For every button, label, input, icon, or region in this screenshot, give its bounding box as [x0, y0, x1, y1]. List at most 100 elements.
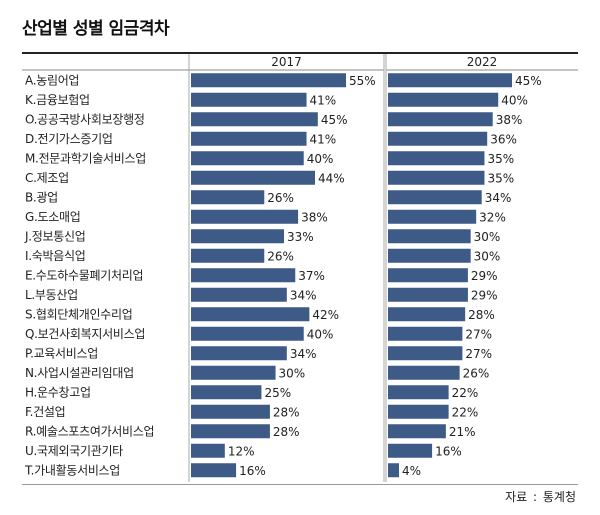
chart-title: 산업별 성별 임금격차	[22, 19, 170, 39]
bar-2022	[388, 190, 482, 205]
bar-2017	[191, 229, 284, 244]
bar-2017	[191, 404, 270, 419]
bar-2022	[388, 404, 449, 419]
source-note: 자료 : 통계청	[505, 490, 576, 504]
bar-2017	[191, 463, 237, 478]
value-label-2017: 41%	[310, 132, 337, 146]
bar-2022	[388, 170, 485, 185]
source-name: 통계청	[542, 490, 576, 504]
bar-2022	[388, 131, 488, 146]
bar-2017	[191, 73, 346, 88]
category-label: O.공공국방사회보장행정	[25, 111, 145, 126]
value-label-2022: 22%	[452, 405, 479, 419]
bar-2017	[191, 326, 304, 341]
value-label-2022: 28%	[468, 308, 495, 322]
value-label-2022: 29%	[471, 269, 498, 283]
source-label: 자료	[505, 490, 528, 504]
bar-2022	[388, 463, 400, 478]
value-label-2017: 12%	[228, 444, 255, 458]
panel-header-bg-2022	[386, 54, 578, 70]
category-label: M.전문과학기술서비스업	[25, 151, 146, 165]
panel-header-bg-2017	[189, 54, 384, 70]
value-label-2022: 38%	[496, 113, 523, 127]
category-label: J.정보통신업	[24, 229, 85, 243]
category-label: H.운수창고업	[25, 385, 91, 399]
bar-2022	[388, 209, 477, 224]
bar-2022	[388, 424, 446, 439]
value-label-2017: 37%	[298, 269, 325, 283]
category-label: C.제조업	[25, 171, 69, 185]
bar-2022	[388, 151, 485, 166]
bar-2022	[388, 248, 471, 263]
value-label-2022: 34%	[485, 191, 512, 205]
bar-2022	[388, 229, 471, 244]
bar-2017	[191, 346, 287, 361]
value-label-2017: 42%	[312, 308, 339, 322]
bar-2017	[191, 92, 307, 107]
value-label-2022: 32%	[479, 210, 506, 224]
value-label-2017: 34%	[290, 288, 317, 302]
bar-2022	[388, 73, 512, 88]
value-label-2017: 33%	[287, 230, 314, 244]
category-label: Q.보건사회복지서비스업	[25, 327, 145, 341]
value-label-2017: 26%	[267, 249, 294, 263]
bar-2017	[191, 248, 265, 263]
value-label-2017: 30%	[279, 366, 306, 380]
value-label-2017: 40%	[307, 327, 334, 341]
bar-2017	[191, 190, 265, 205]
value-label-2022: 45%	[515, 74, 542, 88]
value-label-2017: 26%	[267, 191, 294, 205]
value-label-2017: 25%	[264, 386, 291, 400]
category-label: A.농림어업	[25, 73, 79, 87]
value-label-2022: 4%	[402, 464, 421, 478]
category-label: R.예술스포츠여가서비스업	[25, 424, 154, 438]
bar-2022	[388, 92, 499, 107]
category-label: T.가내활동서비스업	[24, 463, 120, 477]
category-label: G.도소매업	[25, 210, 80, 224]
value-label-2022: 30%	[474, 230, 501, 244]
series-header-2022: 2022	[467, 55, 498, 69]
series-header-2017: 2017	[271, 55, 302, 69]
value-label-2017: 41%	[310, 93, 337, 107]
bar-2022	[388, 365, 460, 380]
bar-2022	[388, 385, 449, 400]
value-label-2017: 55%	[349, 74, 376, 88]
bar-2022	[388, 112, 493, 127]
bar-2017	[191, 131, 307, 146]
value-label-2022: 27%	[465, 327, 492, 341]
bar-2017	[191, 151, 304, 166]
value-label-2022: 29%	[471, 288, 498, 302]
bar-2022	[388, 307, 466, 322]
bar-2022	[388, 443, 433, 458]
bar-2017	[191, 287, 287, 302]
category-label: L.부동산업	[25, 288, 78, 302]
category-label: D.전기가스증기업	[25, 132, 113, 146]
value-label-2022: 21%	[449, 425, 476, 439]
bar-2022	[388, 268, 468, 283]
category-label: P.교육서비스업	[25, 346, 98, 360]
category-label: E.수도하수물폐기처리업	[25, 268, 143, 282]
value-label-2017: 38%	[301, 210, 328, 224]
value-label-2017: 16%	[239, 464, 266, 478]
value-label-2022: 35%	[487, 152, 514, 166]
category-label: K.금융보험업	[25, 93, 90, 107]
bar-2022	[388, 326, 463, 341]
category-label: S.협회단체개인수리업	[25, 307, 133, 321]
value-label-2022: 35%	[487, 171, 514, 185]
value-label-2017: 40%	[307, 152, 334, 166]
bar-2017	[191, 268, 296, 283]
category-label: I.숙박음식업	[25, 249, 85, 263]
value-label-2022: 22%	[452, 386, 479, 400]
value-label-2022: 40%	[501, 93, 528, 107]
category-label: U.국제외국기관기타	[25, 444, 123, 458]
value-label-2022: 27%	[465, 347, 492, 361]
bar-2017	[191, 170, 315, 185]
value-label-2017: 28%	[273, 405, 300, 419]
bar-2017	[191, 385, 262, 400]
value-label-2022: 30%	[474, 249, 501, 263]
category-label: N.사업시설관리임대업	[25, 366, 134, 380]
value-label-2022: 16%	[435, 444, 462, 458]
bar-2017	[191, 365, 276, 380]
value-label-2017: 45%	[321, 113, 348, 127]
bar-2022	[388, 346, 463, 361]
